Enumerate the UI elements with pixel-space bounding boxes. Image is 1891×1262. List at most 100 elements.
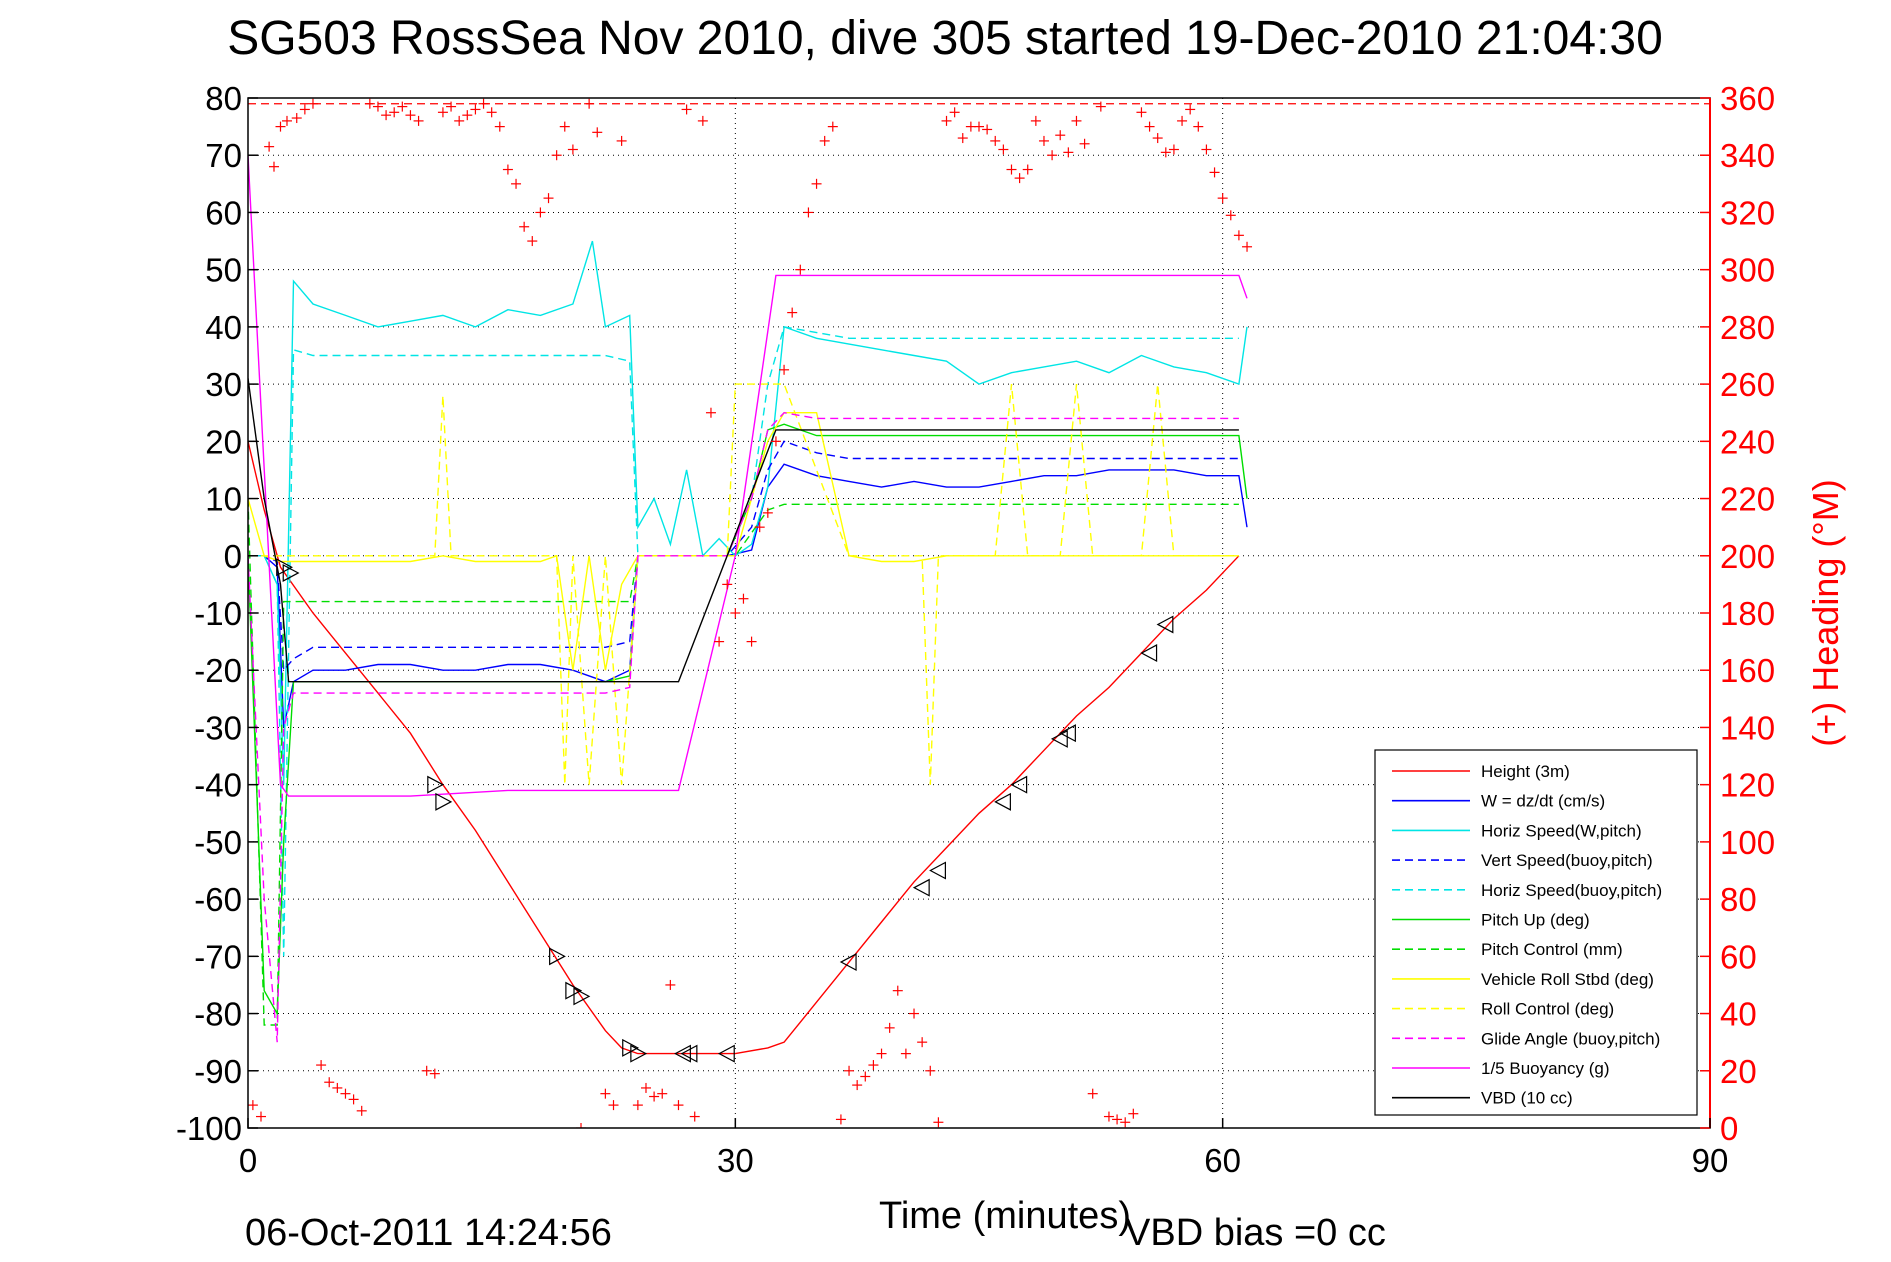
heading-point [405,110,416,121]
right-tick-label: 60 [1720,938,1757,975]
right-tick-label: 40 [1720,996,1757,1033]
heading-point [640,1082,651,1093]
heading-point [730,608,741,618]
left-tick-label: -70 [194,938,242,975]
legend-label: W = dz/dt (cm/s) [1481,792,1605,811]
triangle-marker [1010,775,1028,794]
heading-point [413,115,424,126]
heading-point [1103,1111,1114,1122]
heading-point [470,104,481,115]
heading-point [779,364,790,375]
x-tick-label: 90 [1692,1142,1729,1179]
left-tick-label: -90 [194,1053,242,1090]
heading-point [900,1048,911,1059]
triangle-marker [282,563,300,582]
heading-point [1177,115,1188,126]
heading-point [592,127,603,138]
left-tick-label: 0 [224,538,242,575]
right-tick-label: 240 [1720,423,1775,460]
right-tick-label: 320 [1720,194,1775,231]
left-tick-label: -100 [176,1110,242,1147]
left-tick-label: 20 [205,423,242,460]
heading-point [616,135,627,146]
heading-point [1209,167,1220,178]
triangle-marker [1140,644,1158,663]
triangle-marker [630,1044,648,1063]
left-tick-label: 30 [205,366,242,403]
heading-point [681,104,692,115]
heading-point [982,124,993,135]
heading-point [281,115,292,126]
heading-point [665,979,676,990]
heading-point [868,1060,879,1071]
heading-point [892,985,903,996]
heading-point [462,110,473,121]
heading-point [559,121,570,132]
heading-point [535,207,546,218]
triangle-marker [929,861,946,880]
heading-point [714,636,725,647]
left-tick-label: -20 [194,652,242,689]
heading-point [1120,1117,1131,1128]
series-line-9 [248,411,1239,1043]
triangle-marker [1050,729,1068,748]
heading-point [356,1105,367,1116]
legend-label: Vert Speed(buoy,pitch) [1481,851,1653,870]
heading-point [705,407,716,418]
left-tick-label: 10 [205,481,242,518]
heading-point [1047,150,1058,161]
heading-point [1063,147,1074,158]
triangle-marker [622,1038,640,1057]
left-axis: 80 70 60 50 40 30 20 10 0 -10 -20 -30 -40 -50 -60 -70 -8… [176,80,258,1147]
right-tick-label: 20 [1720,1053,1757,1090]
heading-point [827,121,838,132]
chart-title: SG503 RossSea Nov 2010, dive 305 started… [227,12,1663,65]
heading-point [917,1037,928,1048]
heading-point [746,636,757,647]
heading-point [454,115,465,126]
heading-point [264,141,275,152]
legend-label: Horiz Speed(buoy,pitch) [1481,881,1662,900]
heading-point [933,1117,944,1128]
heading-point [1022,164,1033,175]
heading-point [754,522,765,533]
right-axis-label: (+) Heading (°M) [1805,479,1846,746]
heading-point [1087,1088,1098,1099]
heading-point [1144,121,1155,132]
heading-point [657,1088,668,1099]
heading-point [316,1060,327,1071]
heading-point [819,135,830,146]
heading-point [762,507,773,518]
heading-point [884,1022,895,1033]
heading-point [1112,1114,1123,1125]
heading-point [852,1080,863,1091]
heading-point [340,1088,351,1099]
heading-point [998,144,1009,155]
heading-point [1136,107,1147,118]
heading-point [494,121,505,132]
footer-vbd-bias: VBD bias =0 cc [1125,1212,1386,1254]
triangle-marker [549,947,566,966]
left-tick-label: -80 [194,996,242,1033]
triangle-marker [276,558,294,577]
heading-point [600,1088,611,1099]
x-tick-label: 0 [239,1142,257,1179]
heading-point [738,593,749,604]
heading-point [372,101,383,112]
legend: Height (3m) W = dz/dt (cm/s) Horiz Speed(W… [1374,749,1698,1116]
heading-point [551,150,562,161]
heading-point [519,221,530,232]
right-axis: 3603403203002802602402202001801601401201… [1700,80,1775,1147]
heading-point [990,135,1001,146]
series-line-6 [248,498,1239,1026]
heading-point [876,1048,887,1059]
heading-point [1233,230,1244,241]
heading-point [957,133,968,144]
heading-point [543,193,554,204]
heading-point [1201,144,1212,155]
heading-point [275,121,286,132]
heading-point [925,1065,936,1076]
heading-point [324,1077,335,1088]
heading-point [332,1082,343,1093]
heading-point [527,236,538,247]
